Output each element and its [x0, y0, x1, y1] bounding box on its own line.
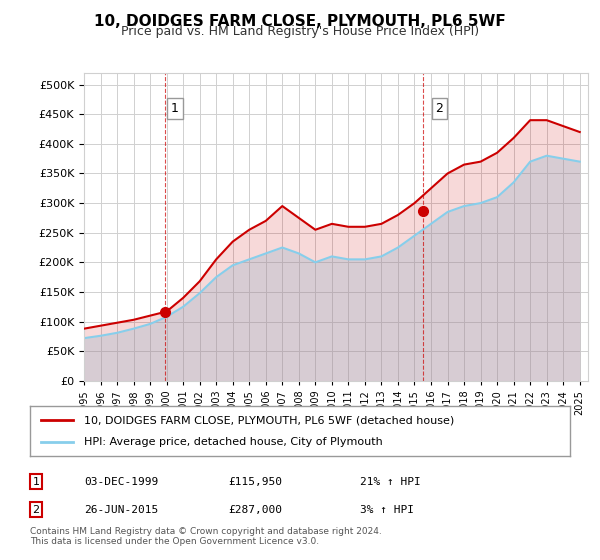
Text: 21% ↑ HPI: 21% ↑ HPI: [360, 477, 421, 487]
Text: 2: 2: [436, 102, 443, 115]
Text: 1: 1: [171, 102, 179, 115]
Text: £115,950: £115,950: [228, 477, 282, 487]
Text: 2: 2: [32, 505, 40, 515]
Text: £287,000: £287,000: [228, 505, 282, 515]
Text: Contains HM Land Registry data © Crown copyright and database right 2024.
This d: Contains HM Land Registry data © Crown c…: [30, 526, 382, 546]
Text: 10, DOIDGES FARM CLOSE, PLYMOUTH, PL6 5WF (detached house): 10, DOIDGES FARM CLOSE, PLYMOUTH, PL6 5W…: [84, 415, 454, 425]
Text: 10, DOIDGES FARM CLOSE, PLYMOUTH, PL6 5WF: 10, DOIDGES FARM CLOSE, PLYMOUTH, PL6 5W…: [94, 14, 506, 29]
Text: 26-JUN-2015: 26-JUN-2015: [84, 505, 158, 515]
Text: Price paid vs. HM Land Registry's House Price Index (HPI): Price paid vs. HM Land Registry's House …: [121, 25, 479, 38]
Text: 1: 1: [32, 477, 40, 487]
Text: HPI: Average price, detached house, City of Plymouth: HPI: Average price, detached house, City…: [84, 437, 383, 447]
Text: 3% ↑ HPI: 3% ↑ HPI: [360, 505, 414, 515]
Text: 03-DEC-1999: 03-DEC-1999: [84, 477, 158, 487]
